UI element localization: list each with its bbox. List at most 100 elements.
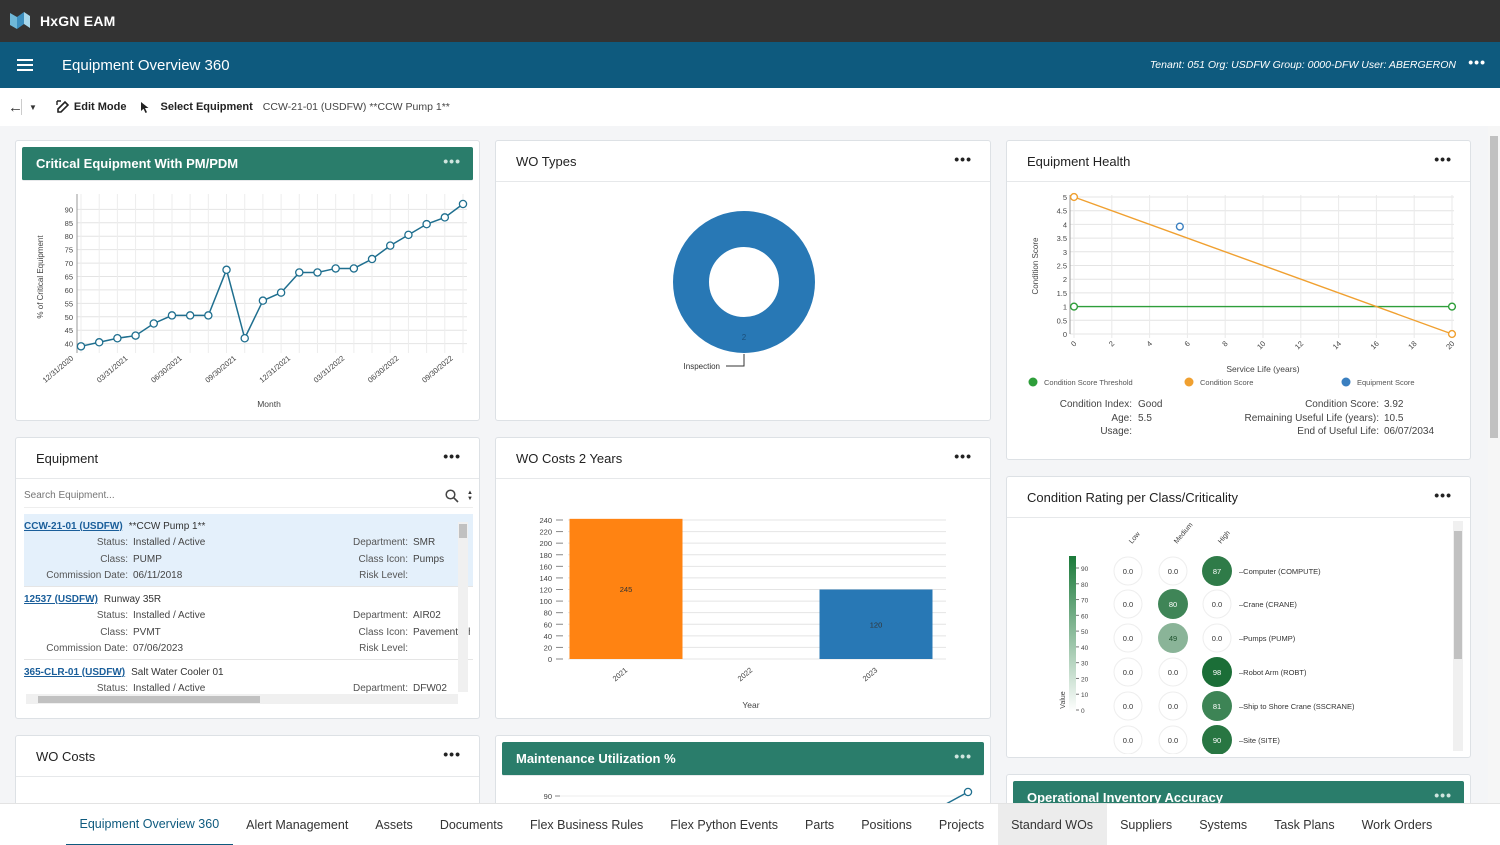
- pie-slice-inspection[interactable]: [673, 211, 815, 353]
- data-point: [276, 288, 286, 297]
- x-tick-label: 09/30/2022: [420, 354, 455, 385]
- y-axis-label: Condition Score: [1031, 237, 1040, 294]
- data-point: [76, 342, 86, 351]
- wo-costs-chart: 0 20 40 60 80 100 120 140 160 180 200 220 240 245 2021…: [539, 516, 946, 710]
- page-scrollbar[interactable]: [1488, 126, 1500, 803]
- list-item[interactable]: 12537 (USDFW) Runway 35R Status: Installed …: [24, 587, 473, 660]
- class-icon-value: Pumps: [413, 553, 445, 565]
- card-header: Equipment •••: [16, 438, 479, 479]
- tab-flex-python-events[interactable]: Flex Python Events: [670, 817, 778, 832]
- x-tick-label: 2: [1107, 339, 1116, 348]
- y-tick-label: 50: [65, 313, 73, 322]
- hexagon-logo-icon: [10, 12, 30, 29]
- more-icon[interactable]: •••: [954, 151, 972, 167]
- scrollbar-thumb[interactable]: [1454, 531, 1462, 659]
- search-input[interactable]: [24, 490, 446, 501]
- column-label: Low: [1128, 530, 1142, 545]
- scrollbar-thumb[interactable]: [38, 696, 260, 703]
- search-icon[interactable]: [445, 488, 459, 503]
- more-icon[interactable]: •••: [443, 448, 461, 464]
- tab-parts[interactable]: Parts: [805, 817, 835, 832]
- tab-work-orders[interactable]: Work Orders: [1361, 817, 1433, 832]
- condition-scrollbar[interactable]: [1453, 521, 1463, 751]
- heatmap-cell: [1158, 657, 1188, 687]
- scrollbar-thumb[interactable]: [459, 524, 467, 538]
- list-item[interactable]: CCW-21-01 (USDFW) **CCW Pump 1** Status: In…: [24, 514, 473, 587]
- page-header: Equipment Overview 360 Tenant: 051 Org: …: [0, 42, 1500, 88]
- y-tick-label: 160: [539, 562, 552, 571]
- list-item[interactable]: 365-CLR-01 (USDFW) Salt Water Cooler 01 St…: [24, 660, 473, 693]
- tab-positions[interactable]: Positions: [861, 817, 912, 832]
- pie-slice-label: Inspection: [684, 362, 720, 371]
- more-icon[interactable]: •••: [1434, 787, 1452, 803]
- more-icon[interactable]: •••: [954, 448, 972, 464]
- tab-alert-management[interactable]: Alert Management: [246, 817, 349, 832]
- header-more-icon[interactable]: •••: [1468, 54, 1486, 70]
- y-tick-label: 0: [548, 655, 552, 664]
- heatmap-cell: [1202, 725, 1232, 754]
- select-equipment-button[interactable]: Select Equipment: [140, 101, 253, 114]
- condition-index-label: Condition Index:: [1059, 399, 1132, 410]
- age-label: Age:: [1111, 412, 1132, 424]
- heatmap-cell: [1158, 725, 1188, 754]
- more-icon[interactable]: •••: [443, 746, 461, 762]
- y-tick-label: 120: [539, 586, 552, 595]
- back-arrow-icon[interactable]: ←: [8, 98, 23, 116]
- more-icon[interactable]: •••: [1434, 151, 1452, 167]
- y-tick-label: 70: [65, 259, 73, 268]
- colorbar-tick-label: 80: [1081, 582, 1089, 589]
- heatmap-cell: [1158, 623, 1188, 653]
- class-label: Class:: [100, 626, 128, 638]
- list-scrollbar-horizontal[interactable]: [26, 694, 458, 704]
- row-label: –Computer (COMPUTE): [1239, 567, 1321, 576]
- heatmap-cell-value: 0.0: [1123, 634, 1133, 643]
- bar-2021: [569, 518, 683, 659]
- heatmap-cell: [1113, 725, 1143, 754]
- y-tick-label: 3.5: [1057, 234, 1067, 243]
- tab-documents[interactable]: Documents: [439, 817, 504, 832]
- critical-equipment-chart: 40 45 50 55 60 65 70 75 80 85 90 12/31/2020 03/31/20…: [36, 194, 468, 409]
- chevron-down-icon[interactable]: ▼: [29, 102, 37, 112]
- x-tick-label: 8: [1220, 339, 1229, 348]
- scrollbar-thumb[interactable]: [1490, 136, 1498, 438]
- tab-assets[interactable]: Assets: [375, 817, 413, 832]
- heatmap-cell: [1202, 589, 1232, 619]
- equipment-code-link[interactable]: 12537 (USDFW): [24, 593, 98, 605]
- equipment-code-link[interactable]: 365-CLR-01 (USDFW): [24, 666, 126, 678]
- y-tick-label: 80: [544, 609, 552, 618]
- legend-label: Equipment Score: [1357, 378, 1415, 387]
- tab-systems[interactable]: Systems: [1199, 817, 1248, 832]
- tab-equipment-overview-360[interactable]: Equipment Overview 360: [66, 804, 233, 845]
- legend-marker: [1028, 377, 1038, 387]
- tab-standard-wos[interactable]: Standard WOs: [997, 803, 1107, 845]
- menu-icon[interactable]: [17, 59, 33, 71]
- remaining-life-label: Remaining Useful Life (years):: [1244, 412, 1380, 424]
- colorbar-tick-label: 90: [1081, 566, 1089, 573]
- bar-value-label: 120: [870, 620, 883, 629]
- equipment-code-link[interactable]: CCW-21-01 (USDFW): [24, 520, 123, 532]
- tab-flex-business-rules[interactable]: Flex Business Rules: [530, 817, 644, 832]
- y-tick-label: 0: [1063, 330, 1067, 339]
- more-icon[interactable]: •••: [1434, 487, 1452, 503]
- page-title: Equipment Overview 360: [62, 56, 230, 74]
- tab-task-plans[interactable]: Task Plans: [1274, 817, 1335, 832]
- data-point: [1447, 302, 1457, 311]
- data-point: [1175, 222, 1184, 231]
- y-tick-label: 65: [65, 273, 73, 282]
- list-scrollbar[interactable]: [458, 522, 468, 692]
- heatmap-cell: [1113, 691, 1143, 721]
- pie-label-leader: [726, 354, 745, 367]
- colorbar-tick-label: 50: [1081, 629, 1089, 636]
- edit-mode-button[interactable]: Edit Mode: [56, 100, 126, 114]
- data-point: [1447, 329, 1457, 339]
- card-title: Condition Rating per Class/Criticality: [1027, 489, 1238, 505]
- colorbar-tick-label: 70: [1081, 598, 1089, 605]
- card-title: WO Costs: [36, 748, 96, 764]
- more-icon[interactable]: •••: [954, 748, 972, 764]
- tab-projects[interactable]: Projects: [938, 817, 985, 832]
- tab-suppliers[interactable]: Suppliers: [1120, 817, 1173, 832]
- class-label: Class:: [100, 553, 128, 565]
- heatmap-cell-value: 98: [1213, 668, 1221, 677]
- more-icon[interactable]: •••: [443, 153, 461, 169]
- search-spinner-icon[interactable]: ▲ ▼: [467, 489, 473, 502]
